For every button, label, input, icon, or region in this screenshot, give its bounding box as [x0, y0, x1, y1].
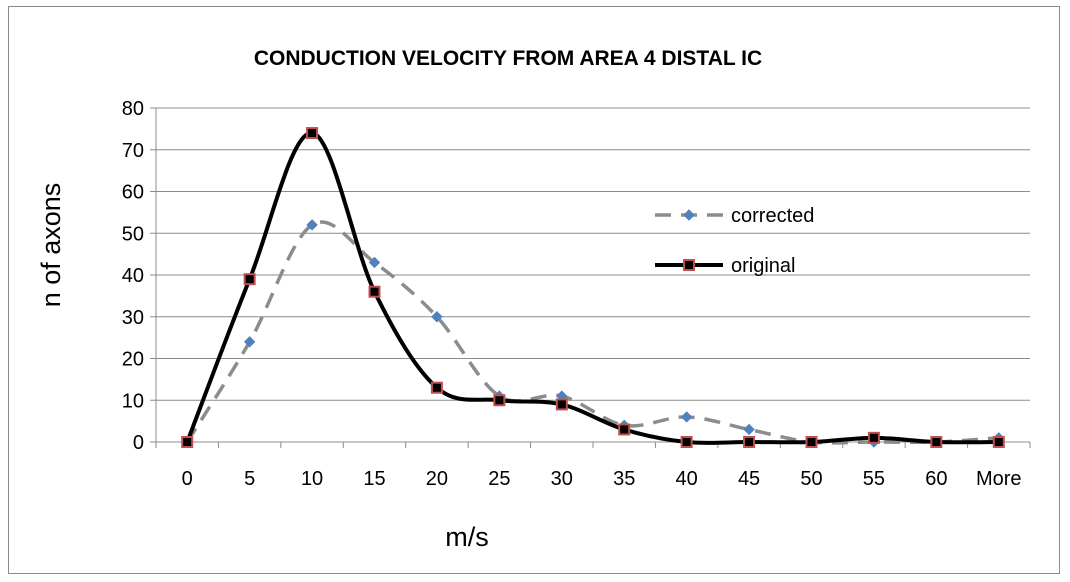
- data-point-corrected: [306, 219, 318, 231]
- series-line-corrected: [185, 220, 999, 445]
- y-tick-labels: 0 10 20 30 40 50 60 70 80: [122, 98, 144, 454]
- data-point-corrected: [368, 256, 381, 269]
- x-tick-label: 50: [800, 468, 822, 490]
- data-point-original: [992, 436, 1005, 448]
- x-tick-label: 20: [426, 468, 448, 490]
- chart-frame: [8, 6, 1060, 574]
- data-point-original: [430, 381, 443, 394]
- data-point-original: [618, 423, 631, 436]
- y-axis-title: n of axons: [36, 183, 66, 308]
- y-tick-label: 10: [122, 390, 144, 412]
- x-tick-label: 60: [925, 468, 947, 490]
- x-tick-label: 30: [551, 468, 573, 490]
- data-point-original: [555, 398, 568, 411]
- x-tick-label: More: [976, 468, 1022, 490]
- data-point-original: [493, 394, 506, 407]
- series-markers: [181, 127, 1005, 448]
- data-point-original: [181, 436, 194, 448]
- axes: [150, 107, 1031, 448]
- data-point-original: [368, 285, 381, 298]
- x-tick-label: 25: [488, 468, 510, 490]
- legend-marker-original: [683, 259, 695, 271]
- legend-label-original: original: [731, 255, 795, 277]
- y-tick-label: 0: [133, 432, 144, 454]
- x-tick-label: 45: [738, 468, 760, 490]
- data-point-original: [930, 436, 943, 448]
- y-tick-label: 40: [122, 265, 144, 287]
- y-tick-label: 20: [122, 349, 144, 371]
- x-tick-label: 35: [613, 468, 635, 490]
- y-tick-label: 60: [122, 182, 144, 204]
- data-point-original: [805, 436, 818, 448]
- series-line-original: [185, 131, 999, 445]
- x-tick-labels: 0 5 10 15 20 25 30 35 40 45 50 55 60 More: [182, 468, 1022, 490]
- data-point-corrected: [743, 423, 755, 436]
- x-tick-label: 40: [676, 468, 698, 490]
- data-point-original: [867, 431, 880, 444]
- data-point-original: [680, 436, 693, 448]
- y-tick-label: 30: [122, 307, 144, 329]
- x-axis-title: m/s: [445, 522, 489, 552]
- legend-label-corrected: corrected: [731, 205, 814, 227]
- y-tick-label: 50: [122, 223, 144, 245]
- x-tick-label: 10: [301, 468, 323, 490]
- data-point-original: [243, 273, 256, 286]
- data-point-corrected: [680, 411, 693, 423]
- chart-title: CONDUCTION VELOCITY FROM AREA 4 DISTAL I…: [254, 47, 762, 70]
- x-tick-label: 5: [244, 468, 255, 490]
- data-point-original: [306, 127, 319, 140]
- grid: [156, 107, 1030, 401]
- legend-marker-corrected: [683, 209, 695, 221]
- data-point-corrected: [431, 311, 443, 323]
- x-tick-label: 55: [863, 468, 885, 490]
- series-lines: [185, 131, 999, 445]
- x-tick-label: 15: [363, 468, 385, 490]
- data-point-corrected: [243, 336, 256, 348]
- x-tick-label: 0: [182, 468, 193, 490]
- legend: corrected original: [655, 205, 814, 277]
- y-tick-label: 70: [122, 140, 144, 162]
- y-tick-label: 80: [122, 98, 144, 120]
- data-point-original: [743, 436, 756, 448]
